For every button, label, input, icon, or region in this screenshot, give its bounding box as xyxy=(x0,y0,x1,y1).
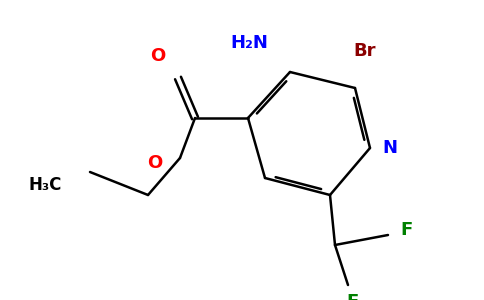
Text: Br: Br xyxy=(354,42,376,60)
Text: O: O xyxy=(151,47,166,65)
Text: O: O xyxy=(147,154,162,172)
Text: F: F xyxy=(346,293,358,300)
Text: H₂N: H₂N xyxy=(230,34,268,52)
Text: N: N xyxy=(382,139,397,157)
Text: F: F xyxy=(400,221,412,239)
Text: H₃C: H₃C xyxy=(29,176,62,194)
